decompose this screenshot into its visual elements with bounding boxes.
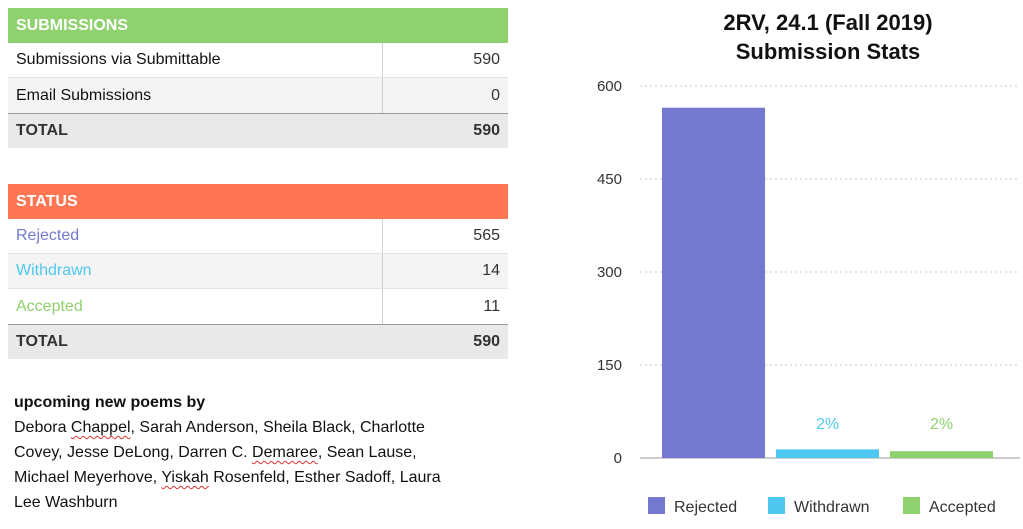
submissions-header: SUBMISSIONS [8, 8, 508, 43]
row-value: 0 [491, 86, 500, 104]
table-row: Email Submissions 0 [8, 78, 508, 113]
poets-line: Michael Meyerhove, Yiskah Rosenfeld, Est… [14, 465, 494, 490]
total-label: TOTAL [16, 333, 68, 350]
y-tick-label: 150 [597, 357, 622, 374]
table-row: Submissions via Submittable 590 [8, 43, 508, 78]
bar-rejected [662, 107, 765, 458]
poets-text: Chappel [70, 419, 131, 436]
bar-accepted [890, 451, 993, 458]
legend-label-withdrawn: Withdrawn [794, 499, 870, 516]
total-value: 590 [473, 122, 500, 139]
poets-line: Debora Chappel, Sarah Anderson, Sheila B… [14, 415, 494, 440]
total-value: 590 [473, 333, 500, 350]
status-rejected-value: 565 [473, 227, 500, 244]
poets-line: Lee Washburn [14, 494, 118, 511]
status-withdrawn-label: Withdrawn [8, 254, 383, 288]
table-row: Rejected 565 [8, 219, 508, 254]
y-tick-label: 0 [614, 450, 622, 467]
y-tick-label: 300 [597, 264, 622, 281]
status-rejected-label: Rejected [8, 219, 383, 253]
poets-text: Michael Meyerhove, [14, 469, 162, 486]
legend-swatch-rejected [648, 497, 665, 514]
table-row: Withdrawn 14 [8, 254, 508, 289]
poets-text: Yiskah [161, 469, 209, 486]
upcoming-poems-text: upcoming new poems by Debora Chappel, Sa… [14, 390, 494, 515]
poets-text: Rosenfeld, Esther Sadoff, Laura [208, 469, 441, 486]
total-row: TOTAL 590 [8, 113, 508, 148]
poets-text: , Sean Lause, [317, 444, 417, 461]
chart-title-line1: 2RV, 24.1 (Fall 2019) [723, 10, 932, 35]
poets-text: , Sarah Anderson, Sheila Black, Charlott… [130, 419, 425, 436]
data-label-withdrawn: 2% [816, 416, 839, 433]
total-row: TOTAL 590 [8, 324, 508, 359]
submission-stats-chart: 2RV, 24.1 (Fall 2019) Submission Stats 0… [597, 10, 1020, 516]
status-accepted-value: 11 [483, 297, 500, 315]
status-table: STATUS Rejected 565 Withdrawn 14 Accepte… [8, 184, 508, 359]
y-tick-label: 450 [597, 171, 622, 188]
legend-label-accepted: Accepted [929, 499, 996, 516]
row-label: Submissions via Submittable [8, 43, 383, 77]
total-label: TOTAL [16, 122, 68, 139]
legend-swatch-withdrawn [768, 497, 785, 514]
submissions-table: SUBMISSIONS Submissions via Submittable … [8, 8, 508, 148]
poets-line: Covey, Jesse DeLong, Darren C. Demaree, … [14, 440, 494, 465]
bar-withdrawn [776, 449, 879, 458]
poets-text: Covey, Jesse DeLong, Darren C. [14, 444, 253, 461]
table-row: Accepted 11 [8, 289, 508, 324]
legend-swatch-accepted [903, 497, 920, 514]
status-withdrawn-value: 14 [482, 262, 500, 279]
data-label-accepted: 2% [930, 416, 953, 433]
row-label: Email Submissions [8, 78, 383, 113]
poets-text: Debora [14, 419, 71, 436]
status-header: STATUS [8, 184, 508, 219]
chart-title-line2: Submission Stats [736, 39, 921, 64]
poets-text: Demaree [252, 444, 318, 461]
row-value: 590 [473, 51, 500, 68]
legend-label-rejected: Rejected [674, 499, 737, 516]
y-tick-label: 600 [597, 78, 622, 95]
poems-heading: upcoming new poems by [14, 394, 206, 411]
status-accepted-label: Accepted [8, 289, 383, 324]
